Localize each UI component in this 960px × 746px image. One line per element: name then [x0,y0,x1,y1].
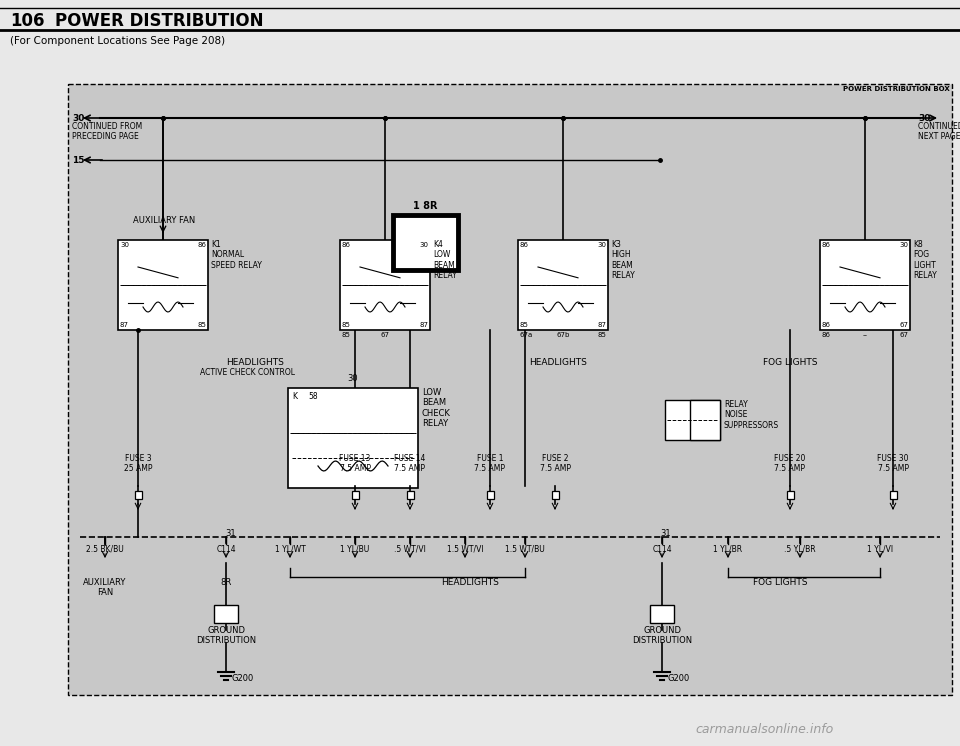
Text: 30: 30 [597,242,606,248]
Text: 86: 86 [342,242,351,248]
Text: HEADLIGHTS: HEADLIGHTS [226,358,284,367]
Text: K: K [292,392,297,401]
Text: 67: 67 [899,332,908,338]
Text: POWER DISTRIBUTION BOX: POWER DISTRIBUTION BOX [843,86,950,92]
Bar [665,400,720,440]
Text: 67: 67 [380,332,390,338]
Text: --: -- [862,332,868,338]
Text: CONTINUED FROM
PRECEDING PAGE: CONTINUED FROM PRECEDING PAGE [72,122,142,142]
Text: 30: 30 [899,242,908,248]
Bar [890,491,897,499]
Text: .5 WT/VI: .5 WT/VI [394,545,426,554]
Text: 1.5 WT/BU: 1.5 WT/BU [505,545,545,554]
Bar [118,240,208,330]
Text: G200: G200 [232,674,254,683]
Text: K8
FOG
LIGHT
RELAY: K8 FOG LIGHT RELAY [913,240,937,280]
Text: G200: G200 [668,674,690,683]
Text: HEADLIGHTS: HEADLIGHTS [441,578,499,587]
Text: AUXILIARY
FAN: AUXILIARY FAN [84,578,127,598]
Text: 31: 31 [660,529,671,538]
Text: 8R: 8R [221,578,231,587]
Text: 85: 85 [520,322,529,328]
Bar [134,491,141,499]
Text: 1 YL/VI: 1 YL/VI [867,545,893,554]
Text: 1 YL/BR: 1 YL/BR [713,545,743,554]
Bar [393,215,458,270]
Text: 1.5 WT/VI: 1.5 WT/VI [446,545,483,554]
Bar [68,84,952,695]
Text: AUXILIARY FAN: AUXILIARY FAN [133,216,195,225]
Text: LOW
BEAM
CHECK
RELAY: LOW BEAM CHECK RELAY [422,388,451,428]
Text: 87: 87 [597,322,606,328]
Text: 30: 30 [348,374,358,383]
Text: 87: 87 [120,322,129,328]
Bar [690,400,720,440]
Text: 30: 30 [419,242,428,248]
Text: 86: 86 [822,322,831,328]
Text: 1 8R: 1 8R [413,201,437,211]
Bar [288,388,418,488]
Text: FOG LIGHTS: FOG LIGHTS [753,578,807,587]
Text: 15: 15 [72,156,84,165]
Text: 2.5 BK/BU: 2.5 BK/BU [86,545,124,554]
Text: RELAY
NOISE
SUPPRESSORS: RELAY NOISE SUPPRESSORS [724,400,780,430]
Text: 85: 85 [342,322,350,328]
Text: 86: 86 [520,242,529,248]
Text: 30: 30 [72,114,84,123]
Bar [487,491,493,499]
Text: 67b: 67b [556,332,569,338]
Text: K4
LOW
BEAM
RELAY: K4 LOW BEAM RELAY [433,240,457,280]
Bar [820,240,910,330]
Text: 85: 85 [342,332,350,338]
Text: 30: 30 [918,114,930,123]
Text: 1 YL/WT: 1 YL/WT [275,545,305,554]
Text: 67: 67 [899,322,908,328]
Text: 67a: 67a [520,332,533,338]
Text: C114: C114 [652,545,672,554]
Text: HEADLIGHTS: HEADLIGHTS [529,358,587,367]
Text: K3
HIGH
BEAM
RELAY: K3 HIGH BEAM RELAY [611,240,635,280]
Text: 86: 86 [822,242,831,248]
Bar [786,491,794,499]
Text: POWER DISTRIBUTION: POWER DISTRIBUTION [55,12,263,30]
Bar [406,491,414,499]
Text: (For Component Locations See Page 208): (For Component Locations See Page 208) [10,36,226,46]
Bar [650,605,674,623]
Text: ACTIVE CHECK CONTROL: ACTIVE CHECK CONTROL [201,368,296,377]
Text: GROUND
DISTRIBUTION: GROUND DISTRIBUTION [196,626,256,645]
Bar [351,491,358,499]
Text: 87: 87 [419,322,428,328]
Text: 86: 86 [197,242,206,248]
Text: FUSE 20
7.5 AMP: FUSE 20 7.5 AMP [775,454,805,473]
Text: 106: 106 [10,12,44,30]
Bar [340,240,430,330]
Text: 30: 30 [120,242,129,248]
Text: C114: C114 [216,545,236,554]
Text: K1
NORMAL
SPEED RELAY: K1 NORMAL SPEED RELAY [211,240,262,270]
Text: 86: 86 [822,332,831,338]
Text: 85: 85 [197,322,206,328]
Text: CONTINUED ON
NEXT PAGE: CONTINUED ON NEXT PAGE [918,122,960,142]
Bar [214,605,238,623]
Text: FUSE 1
7.5 AMP: FUSE 1 7.5 AMP [474,454,506,473]
Bar [551,491,559,499]
Text: FUSE 3
25 AMP: FUSE 3 25 AMP [124,454,153,473]
Text: FUSE 13
7.5 AMP: FUSE 13 7.5 AMP [339,454,371,473]
Text: 85: 85 [597,332,606,338]
Text: carmanualsonline.info: carmanualsonline.info [695,723,833,736]
Text: FUSE 30
7.5 AMP: FUSE 30 7.5 AMP [877,454,909,473]
Text: 1 YL/BU: 1 YL/BU [341,545,370,554]
Text: 58: 58 [308,392,318,401]
Text: 31: 31 [225,529,235,538]
Text: .5 YL/BR: .5 YL/BR [784,545,816,554]
Text: FUSE 14
7.5 AMP: FUSE 14 7.5 AMP [395,454,425,473]
Text: GROUND
DISTRIBUTION: GROUND DISTRIBUTION [632,626,692,645]
Text: FUSE 2
7.5 AMP: FUSE 2 7.5 AMP [540,454,570,473]
Text: FOG LIGHTS: FOG LIGHTS [763,358,817,367]
Bar [518,240,608,330]
